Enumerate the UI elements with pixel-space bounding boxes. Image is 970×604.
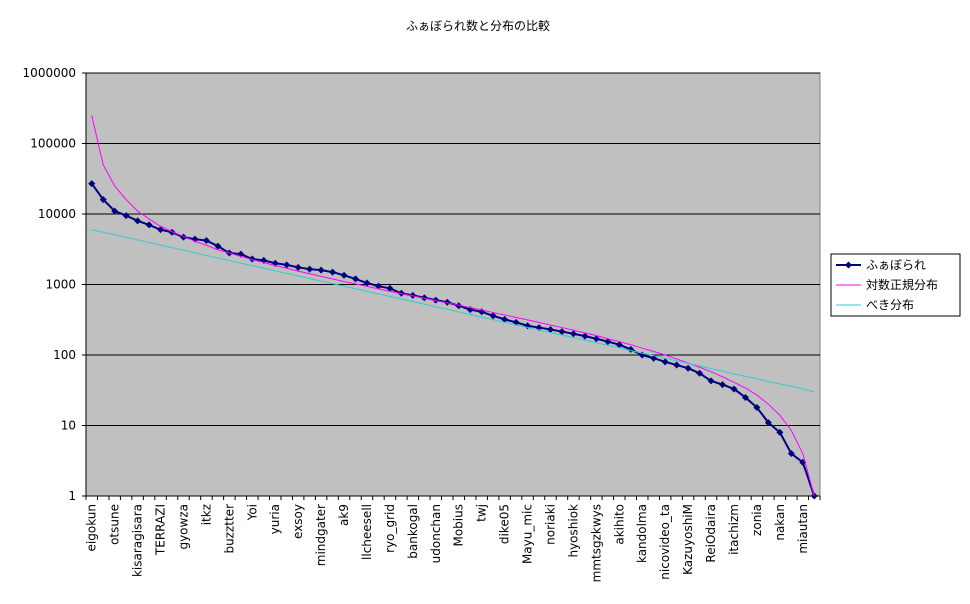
- point-marker: [741, 393, 749, 401]
- x-tick-label: exsoy: [291, 504, 305, 539]
- x-tick-label: gyowza: [176, 504, 190, 550]
- legend-label: ふぁぼられ: [866, 258, 926, 272]
- legend-label: べき分布: [866, 298, 914, 312]
- x-tick-label: noriaki: [543, 504, 557, 545]
- point-marker: [696, 369, 704, 377]
- x-tick-label: dike05: [498, 504, 512, 544]
- point-marker: [764, 419, 772, 427]
- point-marker: [661, 358, 669, 366]
- point-marker: [134, 217, 142, 225]
- x-tick-label: kisaragisara: [131, 504, 145, 577]
- x-tick-label: Mobius: [452, 504, 466, 547]
- y-tick-label: 100000: [30, 137, 76, 151]
- point-marker: [237, 250, 245, 258]
- point-marker: [615, 341, 623, 349]
- point-marker: [443, 298, 451, 306]
- point-marker: [707, 377, 715, 385]
- x-tick-label: mmtsgzkwys: [589, 504, 603, 582]
- y-tick-label: 1000: [45, 278, 76, 292]
- x-tick-label: nakan: [773, 504, 787, 541]
- point-marker: [340, 271, 348, 279]
- point-marker: [294, 263, 302, 271]
- x-tick-label: bankogal: [406, 504, 420, 559]
- point-marker: [122, 212, 130, 220]
- legend-marker: [845, 261, 852, 269]
- x-tick-label: KazuyoshiM: [681, 504, 695, 575]
- point-marker: [248, 255, 256, 263]
- point-marker: [432, 296, 440, 304]
- x-tick-label: ReiOdaira: [704, 504, 718, 563]
- point-marker: [719, 381, 727, 389]
- point-marker: [558, 328, 566, 336]
- point-marker: [374, 282, 382, 290]
- x-tick-label: zonia: [750, 504, 764, 536]
- x-tick-label: buzztter: [222, 504, 236, 554]
- x-tick-label: akihito: [612, 504, 626, 545]
- y-tick-label: 1000000: [23, 66, 76, 80]
- point-marker: [673, 361, 681, 369]
- x-tick-label: kandolma: [635, 504, 649, 563]
- x-tick-label: ryo_grid: [383, 504, 397, 553]
- point-marker: [569, 330, 577, 338]
- point-marker: [787, 450, 795, 458]
- point-marker: [363, 279, 371, 287]
- x-tick-label: ak9: [337, 504, 351, 526]
- x-tick-label: hyoshiok: [566, 504, 580, 558]
- x-tick-label: itkz: [199, 504, 213, 525]
- point-marker: [501, 315, 509, 323]
- point-marker: [776, 428, 784, 436]
- x-tick-label: itachizm: [727, 504, 741, 555]
- chart-title: ふぁぼられ数と分布の比較: [406, 18, 550, 33]
- y-tick-label: 1: [68, 489, 76, 503]
- point-marker: [306, 265, 314, 273]
- point-marker: [581, 332, 589, 340]
- point-marker: [111, 207, 119, 215]
- point-marker: [99, 196, 107, 204]
- point-marker: [317, 266, 325, 274]
- y-tick-label: 10: [61, 419, 76, 433]
- x-tick-label: llcheesell: [360, 504, 374, 560]
- x-tick-label: Mayu_mic: [521, 504, 535, 564]
- point-marker: [684, 364, 692, 372]
- point-marker: [202, 237, 210, 245]
- x-tick-label: udonchan: [429, 504, 443, 563]
- point-marker: [753, 404, 761, 412]
- x-tick-label: Yoi: [245, 504, 259, 521]
- x-tick-label: eigokun: [85, 504, 99, 551]
- series-line: [91, 229, 815, 393]
- point-marker: [214, 242, 222, 250]
- point-marker: [592, 335, 600, 343]
- point-marker: [283, 261, 291, 269]
- x-tick-label: nicovideo_ta: [658, 504, 672, 580]
- point-marker: [489, 312, 497, 320]
- legend-label: 対数正規分布: [866, 277, 938, 292]
- point-marker: [730, 385, 738, 393]
- point-marker: [455, 302, 463, 310]
- point-marker: [88, 180, 96, 188]
- x-tick-label: TERRAZI: [154, 504, 168, 556]
- x-tick-label: twj: [475, 504, 489, 522]
- y-tick-label: 10000: [38, 207, 76, 221]
- point-marker: [546, 325, 554, 333]
- x-tick-label: otsune: [108, 504, 122, 545]
- y-tick-label: 100: [53, 348, 76, 362]
- x-tick-label: miautan: [796, 504, 810, 554]
- x-tick-label: mindgater: [314, 504, 328, 566]
- point-marker: [352, 275, 360, 283]
- point-marker: [386, 284, 394, 292]
- point-marker: [145, 221, 153, 229]
- x-tick-label: yuria: [268, 504, 282, 534]
- point-marker: [604, 338, 612, 346]
- point-marker: [157, 226, 165, 234]
- point-marker: [329, 268, 337, 276]
